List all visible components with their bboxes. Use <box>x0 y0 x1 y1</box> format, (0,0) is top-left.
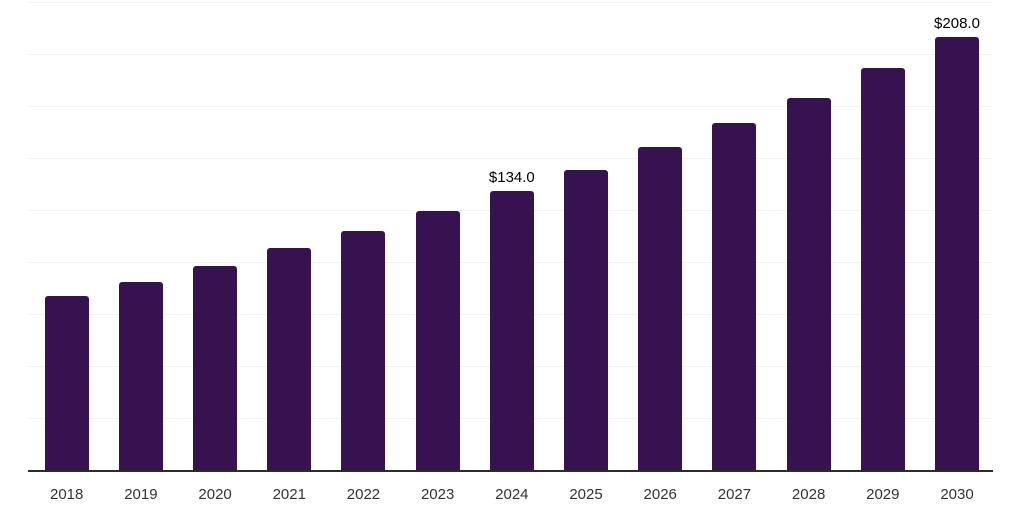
bar-2026 <box>638 146 683 470</box>
bar-2018 <box>44 296 89 470</box>
x-axis-line <box>28 470 993 472</box>
x-tick-label-2023: 2023 <box>420 486 455 503</box>
gridline <box>28 158 993 159</box>
bar-2029 <box>860 67 905 470</box>
x-tick-label-2020: 2020 <box>198 486 232 503</box>
bar-2028 <box>786 97 831 470</box>
bar-2020 <box>193 265 238 470</box>
x-tick-label-2025: 2025 <box>569 486 603 503</box>
bar-2024 <box>489 191 534 470</box>
x-tick-label-2021: 2021 <box>272 486 306 503</box>
gridline <box>28 2 993 3</box>
bar-2019 <box>118 281 163 470</box>
gridline <box>28 54 993 55</box>
x-tick-label-2018: 2018 <box>50 486 84 503</box>
bar-2027 <box>712 123 757 470</box>
gridline <box>28 106 993 107</box>
bar-2021 <box>267 248 312 470</box>
bar-2022 <box>341 230 386 470</box>
bar-2030 <box>935 37 979 470</box>
bar-2025 <box>564 170 609 470</box>
x-tick-label-2027: 2027 <box>717 486 752 503</box>
bar-2023 <box>415 210 460 470</box>
bar-value-label-2030: $208.0 <box>934 15 980 33</box>
x-tick-label-2029: 2029 <box>866 486 900 503</box>
x-tick-label-2022: 2022 <box>346 486 381 503</box>
bar-value-label-2024: $134.0 <box>488 169 535 187</box>
x-tick-label-2026: 2026 <box>643 486 677 503</box>
x-tick-label-2030: 2030 <box>940 486 974 503</box>
x-tick-label-2028: 2028 <box>791 486 826 503</box>
x-tick-label-2024: 2024 <box>495 486 529 503</box>
x-tick-label-2019: 2019 <box>124 486 158 503</box>
